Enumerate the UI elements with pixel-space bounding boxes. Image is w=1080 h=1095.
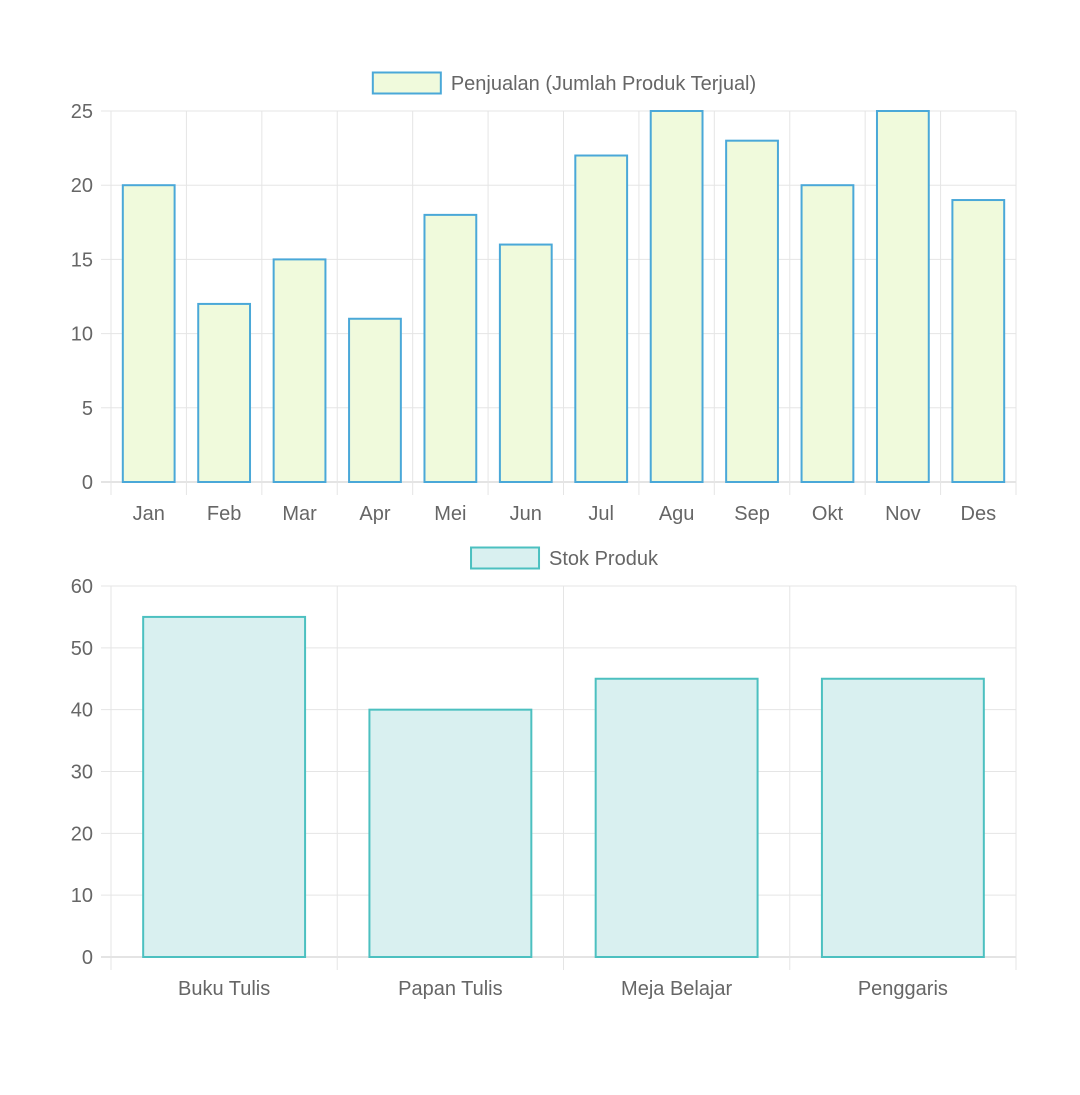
- sales-y-tick-label: 25: [71, 101, 93, 123]
- sales-bar[interactable]: [574, 154, 629, 484]
- stock-x-tick-label: Papan Tulis: [398, 978, 503, 1000]
- sales-x-tick-label: Jan: [133, 503, 165, 525]
- sales-bar[interactable]: [423, 213, 478, 483]
- sales-x-tick-label: Okt: [812, 503, 844, 525]
- sales-x-tick-label: Mar: [282, 503, 317, 525]
- sales-legend-label[interactable]: Penjualan (Jumlah Produk Terjual): [451, 73, 756, 95]
- sales-bar[interactable]: [649, 110, 704, 483]
- stock-y-tick-label: 0: [82, 947, 93, 969]
- stock-y-tick-label: 10: [71, 885, 93, 907]
- stock-y-tick-label: 60: [71, 576, 93, 598]
- sales-x-tick-label: Jun: [510, 503, 542, 525]
- sales-bar[interactable]: [800, 184, 855, 483]
- sales-chart: 0 5 10 15 20 25 Jan Feb Mar Apr Mei Jun Jul Agu Sep Okt…: [71, 71, 1017, 525]
- sales-bar[interactable]: [498, 243, 553, 483]
- stock-x-tick-label: Penggaris: [858, 978, 948, 1000]
- stock-y-tick-label: 50: [71, 638, 93, 660]
- sales-legend-swatch[interactable]: [371, 71, 442, 95]
- sales-bar[interactable]: [197, 302, 252, 484]
- stock-chart: 0 10 20 30 40 50 60 Buku Tulis Papan Tulis Meja B…: [71, 546, 1017, 1000]
- sales-bar[interactable]: [121, 184, 176, 483]
- sales-x-tick-label: Nov: [885, 503, 921, 525]
- stock-x-tick-label: Buku Tulis: [178, 978, 270, 1000]
- stock-bar[interactable]: [142, 615, 307, 959]
- stock-legend-label[interactable]: Stok Produk: [549, 548, 659, 570]
- sales-x-tick-label: Des: [961, 503, 997, 525]
- sales-y-tick-label: 15: [71, 249, 93, 271]
- stock-bar[interactable]: [594, 677, 759, 958]
- stock-legend-swatch[interactable]: [470, 546, 541, 570]
- stock-y-tick-label: 30: [71, 762, 93, 784]
- sales-bar[interactable]: [272, 258, 327, 483]
- stock-bar[interactable]: [820, 677, 985, 958]
- sales-bar[interactable]: [725, 139, 779, 483]
- stock-y-tick-label: 40: [71, 700, 93, 722]
- stock-bar[interactable]: [368, 708, 533, 959]
- sales-y-tick-label: 5: [82, 398, 93, 420]
- sales-y-tick-label: 0: [82, 472, 93, 494]
- stock-y-tick-label: 20: [71, 823, 93, 845]
- sales-bar[interactable]: [875, 110, 930, 483]
- sales-x-tick-label: Jul: [588, 503, 614, 525]
- sales-x-tick-label: Mei: [434, 503, 466, 525]
- sales-y-tick-label: 10: [71, 324, 93, 346]
- sales-x-tick-label: Apr: [359, 503, 390, 525]
- sales-x-tick-label: Feb: [207, 503, 241, 525]
- sales-x-tick-label: Agu: [659, 503, 695, 525]
- stock-x-tick-label: Meja Belajar: [621, 978, 733, 1000]
- sales-y-tick-label: 20: [71, 175, 93, 197]
- sales-bar[interactable]: [951, 199, 1006, 483]
- sales-bar[interactable]: [348, 317, 402, 484]
- sales-x-tick-label: Sep: [734, 503, 770, 525]
